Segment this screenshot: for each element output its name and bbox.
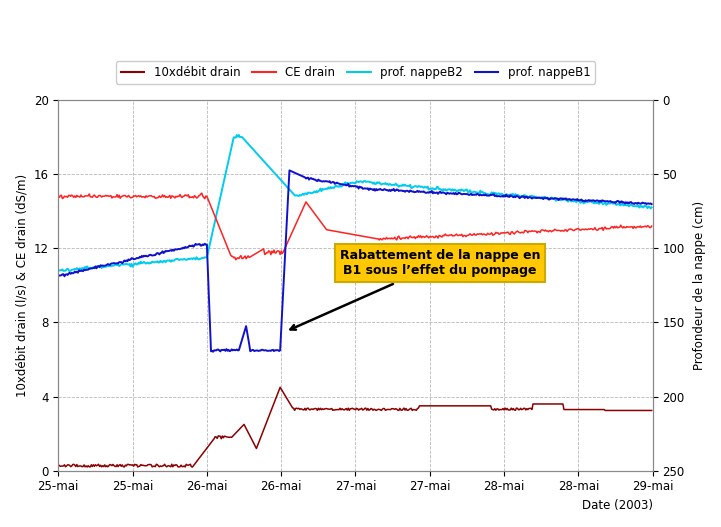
10xdébit drain — [188, 464, 197, 470]
prof. nappeB2 — [647, 204, 656, 211]
10xdébit drain — [276, 384, 285, 391]
CE drain — [647, 223, 656, 229]
Line: CE drain: CE drain — [58, 193, 652, 260]
X-axis label: Date (2003): Date (2003) — [582, 499, 653, 512]
prof. nappeB1 — [456, 191, 465, 197]
prof. nappeB1 — [647, 201, 656, 207]
10xdébit drain — [647, 407, 656, 414]
prof. nappeB1 — [262, 347, 271, 354]
prof. nappeB1 — [209, 348, 218, 355]
Legend: 10xdébit drain, CE drain, prof. nappeB2, prof. nappeB1: 10xdébit drain, CE drain, prof. nappeB2,… — [116, 61, 595, 84]
CE drain — [231, 257, 240, 263]
Y-axis label: Profondeur de la nappe (cm): Profondeur de la nappe (cm) — [693, 201, 706, 370]
CE drain — [263, 250, 272, 256]
10xdébit drain — [413, 405, 422, 412]
CE drain — [574, 226, 583, 232]
CE drain — [456, 232, 465, 238]
10xdébit drain — [615, 407, 624, 414]
prof. nappeB1 — [57, 272, 66, 278]
prof. nappeB2 — [574, 197, 583, 203]
prof. nappeB2 — [263, 162, 272, 169]
10xdébit drain — [54, 462, 63, 468]
10xdébit drain — [262, 419, 271, 425]
prof. nappeB1 — [413, 188, 422, 194]
Line: 10xdébit drain: 10xdébit drain — [58, 387, 652, 467]
CE drain — [198, 190, 206, 196]
prof. nappeB2 — [413, 184, 422, 190]
prof. nappeB1 — [54, 272, 63, 279]
CE drain — [413, 235, 422, 241]
Y-axis label: 10xdébit drain (l/s) & CE drain (dS/m): 10xdébit drain (l/s) & CE drain (dS/m) — [15, 174, 28, 397]
Line: prof. nappeB1: prof. nappeB1 — [58, 170, 652, 352]
prof. nappeB2 — [234, 132, 243, 138]
prof. nappeB2 — [66, 268, 74, 275]
Text: Rabattement de la nappe en
B1 sous l’effet du pompage: Rabattement de la nappe en B1 sous l’eff… — [291, 249, 540, 330]
prof. nappeB1 — [615, 200, 624, 206]
CE drain — [615, 224, 624, 230]
prof. nappeB1 — [574, 197, 583, 203]
CE drain — [54, 193, 63, 199]
prof. nappeB1 — [285, 167, 293, 173]
10xdébit drain — [456, 403, 465, 409]
prof. nappeB2 — [54, 268, 63, 274]
prof. nappeB2 — [615, 202, 624, 208]
CE drain — [57, 192, 66, 199]
prof. nappeB2 — [57, 267, 66, 273]
prof. nappeB2 — [456, 188, 465, 194]
10xdébit drain — [57, 463, 66, 469]
Line: prof. nappeB2: prof. nappeB2 — [58, 135, 652, 271]
10xdébit drain — [574, 406, 583, 413]
